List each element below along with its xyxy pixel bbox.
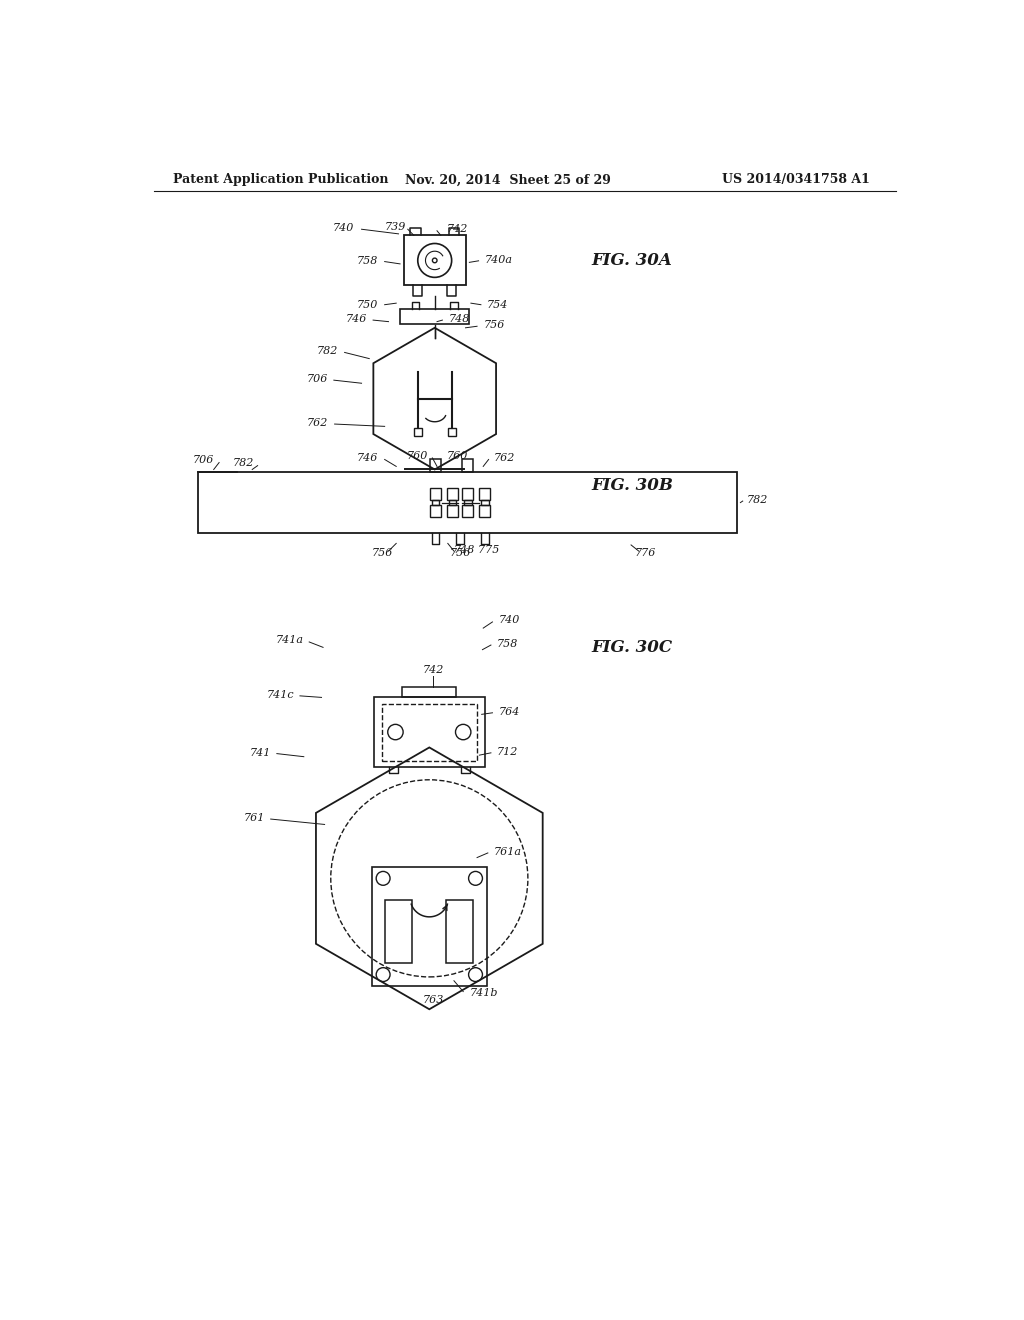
Text: 762: 762 — [307, 418, 329, 428]
Text: FIG. 30C: FIG. 30C — [591, 639, 672, 656]
Bar — [430, 488, 441, 500]
Text: 742: 742 — [446, 224, 468, 234]
Bar — [463, 504, 473, 517]
Text: 762: 762 — [494, 453, 515, 463]
Bar — [449, 500, 457, 506]
Text: 776: 776 — [634, 548, 655, 557]
Bar — [374, 697, 484, 767]
Text: 741b: 741b — [469, 989, 498, 998]
Bar — [481, 500, 488, 506]
Bar — [403, 235, 466, 285]
Bar — [446, 900, 473, 964]
Text: 740: 740 — [499, 615, 520, 626]
Text: 746: 746 — [357, 453, 379, 463]
Text: 706: 706 — [306, 375, 328, 384]
Text: 756: 756 — [483, 321, 505, 330]
Bar — [447, 428, 456, 436]
Text: 750: 750 — [357, 300, 379, 310]
Text: 764: 764 — [499, 708, 520, 717]
Bar — [382, 704, 477, 760]
Text: 763: 763 — [423, 995, 443, 1005]
Text: 782: 782 — [746, 495, 768, 506]
Bar — [430, 459, 441, 471]
Text: 758: 758 — [357, 256, 379, 265]
Text: Patent Application Publication: Patent Application Publication — [173, 173, 388, 186]
Bar — [199, 471, 737, 533]
Bar — [414, 428, 422, 436]
Bar — [402, 686, 457, 697]
Bar — [479, 504, 490, 517]
Text: 754: 754 — [487, 300, 509, 310]
Text: 746: 746 — [345, 314, 367, 325]
Text: 748: 748 — [454, 545, 475, 556]
Bar — [372, 867, 487, 986]
Text: 758: 758 — [497, 639, 518, 649]
Bar — [463, 488, 473, 500]
Bar — [432, 500, 439, 506]
Text: 741c: 741c — [267, 690, 295, 700]
Text: 742: 742 — [423, 665, 443, 676]
Text: 740: 740 — [333, 223, 354, 232]
Bar — [430, 504, 441, 517]
Text: US 2014/0341758 A1: US 2014/0341758 A1 — [722, 173, 869, 186]
Text: 741: 741 — [250, 748, 271, 758]
Bar — [400, 309, 469, 323]
Text: Nov. 20, 2014  Sheet 25 of 29: Nov. 20, 2014 Sheet 25 of 29 — [404, 173, 610, 186]
Text: 775: 775 — [464, 545, 500, 556]
Text: 756: 756 — [450, 548, 471, 557]
Text: 706: 706 — [193, 455, 214, 465]
Bar — [385, 900, 413, 964]
Text: 761: 761 — [244, 813, 265, 824]
Text: 756: 756 — [372, 548, 393, 557]
Text: 712: 712 — [497, 747, 518, 758]
Bar — [463, 459, 473, 471]
Text: 739: 739 — [385, 222, 407, 232]
Bar — [464, 500, 472, 506]
Text: 760: 760 — [446, 450, 468, 461]
Text: FIG. 30A: FIG. 30A — [591, 252, 672, 268]
Text: 782: 782 — [232, 458, 254, 469]
Text: 760: 760 — [407, 451, 428, 462]
Text: 741a: 741a — [275, 635, 304, 645]
Text: 740a: 740a — [484, 255, 513, 265]
Text: 761a: 761a — [494, 847, 522, 857]
Bar — [479, 488, 490, 500]
Text: FIG. 30B: FIG. 30B — [591, 477, 673, 494]
Bar — [447, 504, 458, 517]
Bar — [447, 488, 458, 500]
Text: 782: 782 — [317, 346, 339, 356]
Text: 748: 748 — [449, 314, 470, 325]
